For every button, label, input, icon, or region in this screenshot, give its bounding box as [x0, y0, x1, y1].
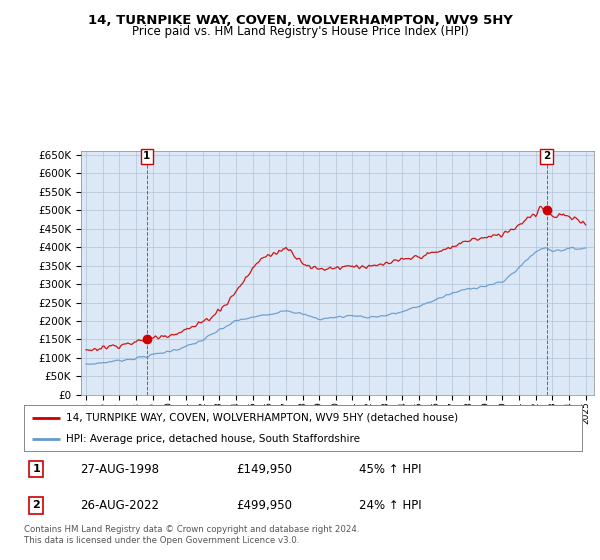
Text: £499,950: £499,950 [236, 499, 292, 512]
Text: 27-AUG-1998: 27-AUG-1998 [80, 463, 159, 475]
Text: 45% ↑ HPI: 45% ↑ HPI [359, 463, 421, 475]
Text: Price paid vs. HM Land Registry's House Price Index (HPI): Price paid vs. HM Land Registry's House … [131, 25, 469, 38]
Text: Contains HM Land Registry data © Crown copyright and database right 2024.
This d: Contains HM Land Registry data © Crown c… [24, 525, 359, 545]
Text: 24% ↑ HPI: 24% ↑ HPI [359, 499, 421, 512]
Text: 2: 2 [32, 501, 40, 510]
Text: 14, TURNPIKE WAY, COVEN, WOLVERHAMPTON, WV9 5HY (detached house): 14, TURNPIKE WAY, COVEN, WOLVERHAMPTON, … [66, 413, 458, 423]
Text: £149,950: £149,950 [236, 463, 292, 475]
Text: 1: 1 [143, 151, 151, 161]
Text: HPI: Average price, detached house, South Staffordshire: HPI: Average price, detached house, Sout… [66, 434, 360, 444]
Text: 26-AUG-2022: 26-AUG-2022 [80, 499, 159, 512]
Text: 1: 1 [32, 464, 40, 474]
Text: 2: 2 [543, 151, 550, 161]
Text: 14, TURNPIKE WAY, COVEN, WOLVERHAMPTON, WV9 5HY: 14, TURNPIKE WAY, COVEN, WOLVERHAMPTON, … [88, 14, 512, 27]
